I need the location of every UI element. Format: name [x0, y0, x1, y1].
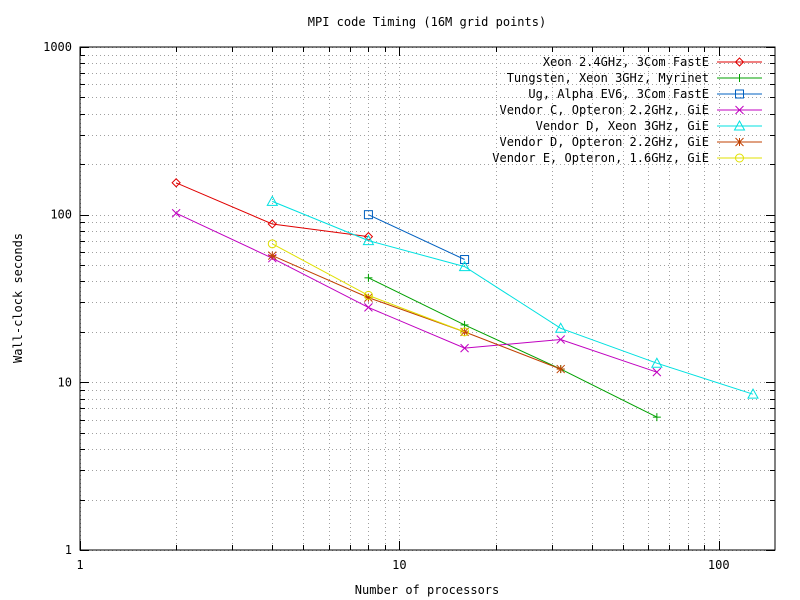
- tick-layer: 1 10 100 1 10 100 1000: [43, 40, 775, 572]
- series-3: [363, 210, 470, 265]
- legend-label: Vendor D, Opteron 2.2GHz, GiE: [499, 135, 709, 149]
- data-point: [458, 260, 471, 272]
- legend-label: Vendor E, Opteron, 1.6GHz, GiE: [492, 151, 709, 165]
- marker-stroke: [652, 367, 662, 377]
- series-line: [272, 255, 561, 370]
- series-line: [272, 200, 754, 395]
- marker-stroke: [735, 105, 744, 115]
- marker-stroke: [364, 293, 373, 302]
- legend-entry: Vendor E, Opteron, 1.6GHz, GiE: [492, 151, 762, 165]
- legend: Xeon 2.4GHz, 3Com FastE Tungsten, Xeon 3G…: [492, 55, 762, 165]
- data-point: [363, 290, 373, 300]
- data-point: [460, 343, 469, 353]
- legend-entry: Tungsten, Xeon 3GHz, Myrinet: [507, 71, 762, 85]
- data-point: [267, 239, 277, 249]
- data-point: [556, 364, 566, 374]
- data-point: [554, 322, 567, 333]
- data-point: [267, 251, 277, 260]
- legend-entry: Ug, Alpha EV6, 3Com FastE: [528, 87, 762, 101]
- x-tick-label: 100: [708, 558, 730, 572]
- marker-stroke: [556, 364, 566, 374]
- data-point: [460, 255, 470, 265]
- data-point: [364, 273, 373, 282]
- marker-stroke: [171, 208, 181, 218]
- y-tick-label: 1000: [43, 40, 72, 54]
- plot-frame: [79, 46, 776, 551]
- x-tick-label: 10: [392, 558, 406, 572]
- series-line: [368, 214, 465, 260]
- legend-marker: [735, 89, 744, 99]
- series-line: [175, 212, 658, 373]
- x-axis-label: Number of processors: [355, 583, 500, 597]
- data-point: [652, 413, 661, 422]
- legend-marker: [735, 137, 744, 147]
- marker-stroke: [460, 343, 469, 353]
- legend-label: Ug, Alpha EV6, 3Com FastE: [528, 87, 709, 101]
- y-tick-label: 100: [50, 208, 72, 222]
- legend-label: Vendor D, Xeon 3GHz, GiE: [536, 119, 709, 133]
- legend-label: Tungsten, Xeon 3GHz, Myrinet: [507, 71, 709, 85]
- series-4: [171, 208, 662, 377]
- data-point: [362, 234, 375, 246]
- series-line: [272, 243, 465, 333]
- marker-stroke: [267, 251, 277, 260]
- series-2: [364, 273, 661, 422]
- legend-label: Xeon 2.4GHz, 3Com FastE: [543, 55, 709, 69]
- legend-entry: Xeon 2.4GHz, 3Com FastE: [543, 55, 762, 69]
- y-axis-label: Wall-clock seconds: [11, 233, 25, 363]
- legend-marker: [735, 74, 744, 82]
- chart-title: MPI code Timing (16M grid points): [308, 15, 546, 29]
- data-point: [556, 335, 566, 344]
- series-line: [368, 277, 658, 418]
- legend-marker: [735, 153, 744, 163]
- series-6: [267, 251, 566, 374]
- series-layer: [171, 178, 759, 422]
- marker-stroke: [364, 303, 373, 312]
- legend-marker: [735, 105, 744, 115]
- data-point: [363, 210, 373, 220]
- data-point: [171, 178, 181, 188]
- x-tick-label: 1: [76, 558, 83, 572]
- data-point: [651, 357, 663, 368]
- legend-label: Vendor C, Opteron 2.2GHz, GiE: [499, 103, 709, 117]
- legend-marker: [734, 57, 745, 67]
- data-point: [364, 303, 373, 312]
- y-tick-label: 10: [58, 375, 72, 389]
- data-point: [652, 367, 662, 377]
- data-point: [460, 327, 470, 337]
- legend-entry: Vendor D, Opteron 2.2GHz, GiE: [499, 135, 762, 149]
- legend-entry: Vendor D, Xeon 3GHz, GiE: [536, 119, 762, 133]
- data-point: [747, 388, 759, 399]
- series-7: [267, 239, 470, 337]
- legend-marker: [733, 119, 746, 131]
- marker-stroke: [556, 335, 566, 344]
- data-point: [171, 208, 181, 218]
- marker-stroke: [735, 137, 744, 147]
- series-1: [171, 178, 374, 242]
- data-point: [267, 219, 277, 229]
- series-line: [175, 182, 369, 238]
- legend-entry: Vendor C, Opteron 2.2GHz, GiE: [499, 103, 762, 117]
- y-tick-label: 1: [65, 543, 72, 557]
- data-point: [266, 195, 279, 206]
- series-5: [266, 195, 759, 399]
